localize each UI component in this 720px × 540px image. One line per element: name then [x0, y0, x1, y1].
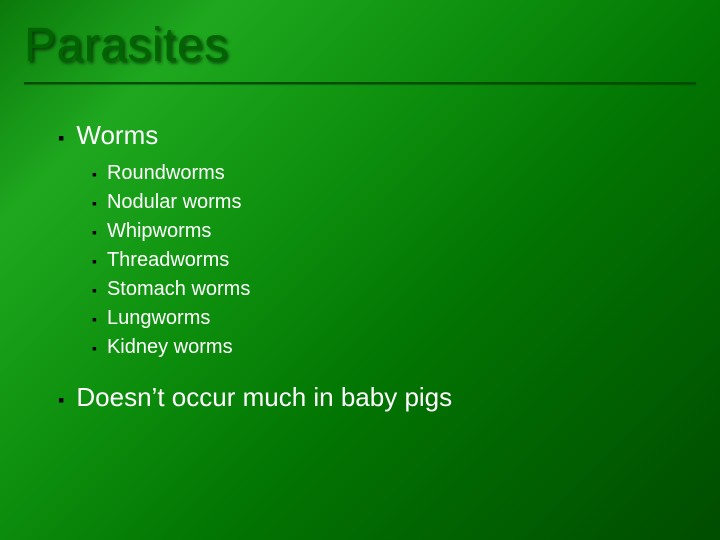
list-item: ▪ Kidney worms	[92, 333, 452, 362]
sublist: ▪ Roundworms ▪ Nodular worms ▪ Whipworms…	[92, 159, 452, 362]
list-item-label: Stomach worms	[107, 275, 250, 304]
list-item: ▪ Roundworms	[92, 159, 452, 188]
list-item: ▪ Stomach worms	[92, 275, 452, 304]
slide: Parasites ▪ Worms ▪ Roundworms ▪ Nodular…	[0, 0, 720, 540]
square-bullet-icon: ▪	[92, 225, 97, 239]
square-bullet-icon: ▪	[58, 129, 64, 147]
list-item-label: Worms	[76, 120, 158, 151]
list-item: ▪ Doesn’t occur much in baby pigs	[58, 382, 452, 413]
list-item: ▪ Threadworms	[92, 246, 452, 275]
square-bullet-icon: ▪	[58, 391, 64, 409]
list-item-label: Nodular worms	[107, 188, 241, 217]
slide-body: ▪ Worms ▪ Roundworms ▪ Nodular worms ▪ W…	[58, 120, 452, 421]
square-bullet-icon: ▪	[92, 341, 97, 355]
square-bullet-icon: ▪	[92, 167, 97, 181]
title-underline	[24, 82, 696, 84]
list-item-label: Kidney worms	[107, 333, 233, 362]
square-bullet-icon: ▪	[92, 312, 97, 326]
square-bullet-icon: ▪	[92, 283, 97, 297]
list-item: ▪ Worms	[58, 120, 452, 151]
list-item-label: Doesn’t occur much in baby pigs	[76, 382, 452, 413]
list-item: ▪ Lungworms	[92, 304, 452, 333]
square-bullet-icon: ▪	[92, 196, 97, 210]
slide-title: Parasites	[24, 18, 229, 73]
list-item-label: Whipworms	[107, 217, 211, 246]
list-item-label: Roundworms	[107, 159, 225, 188]
list-item: ▪ Whipworms	[92, 217, 452, 246]
list-item: ▪ Nodular worms	[92, 188, 452, 217]
square-bullet-icon: ▪	[92, 254, 97, 268]
list-item-label: Lungworms	[107, 304, 210, 333]
list-item-label: Threadworms	[107, 246, 229, 275]
